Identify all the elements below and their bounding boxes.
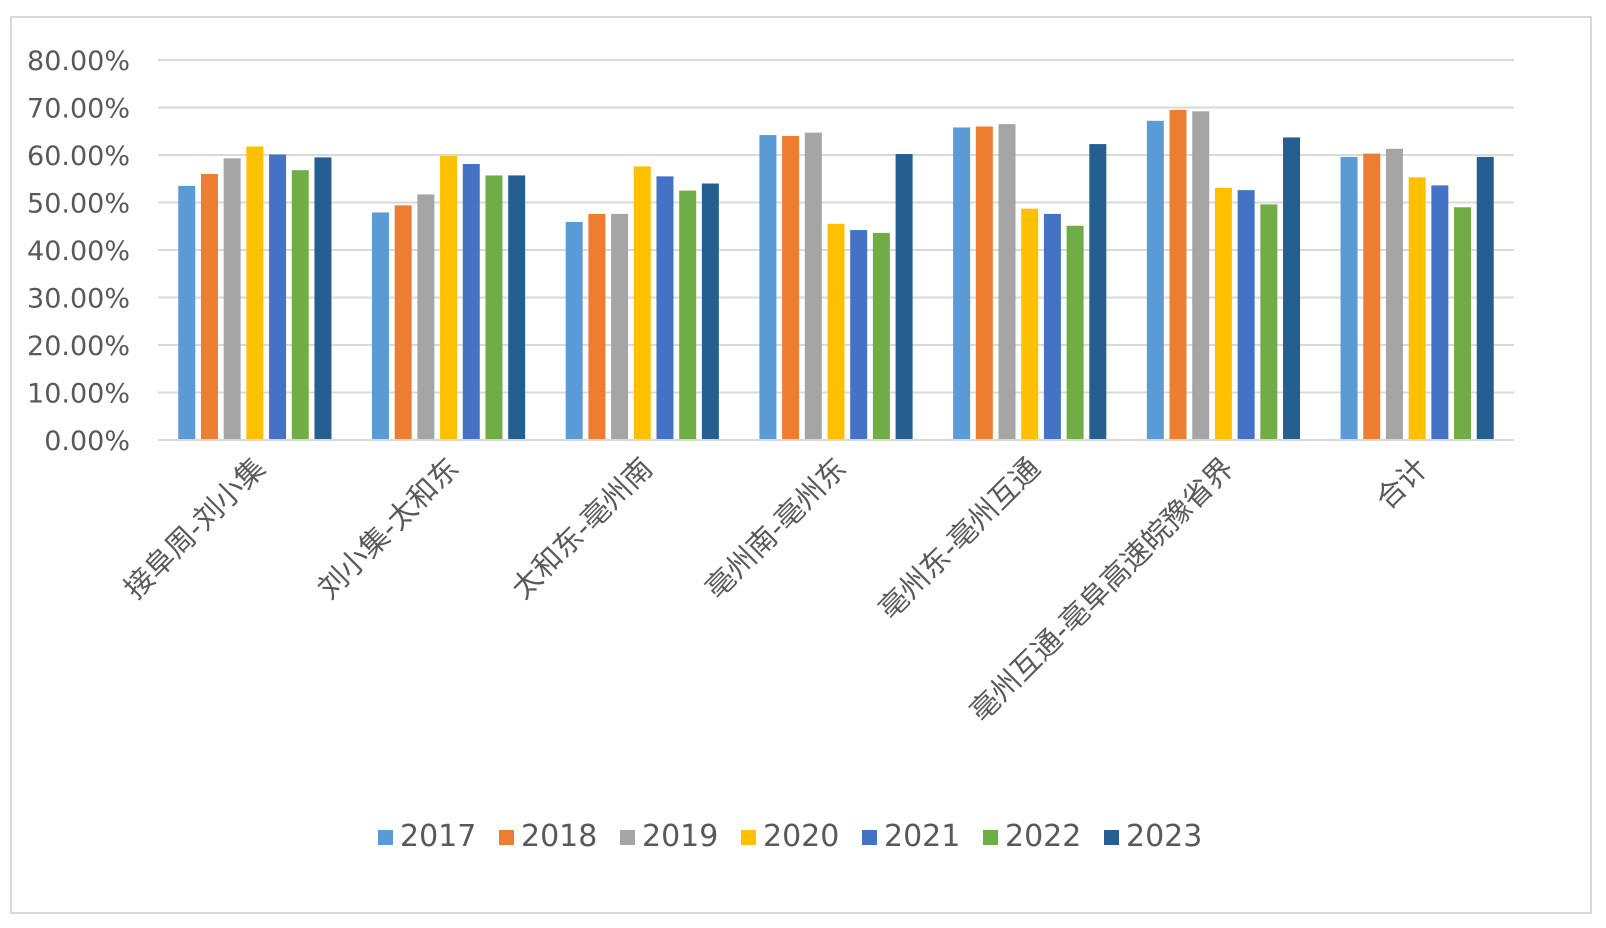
legend-swatch-2017 bbox=[378, 830, 393, 845]
legend-label-2022: 2022 bbox=[1005, 819, 1081, 854]
bar-2020-6 bbox=[1408, 177, 1426, 440]
bar-2021-2 bbox=[656, 176, 674, 440]
bar-2018-0 bbox=[200, 174, 218, 440]
y-tick-label: 50.00% bbox=[27, 189, 130, 220]
y-tick-label: 0.00% bbox=[44, 426, 130, 457]
bar-2022-1 bbox=[485, 175, 503, 441]
bar-2017-0 bbox=[178, 185, 196, 440]
bar-2018-3 bbox=[782, 136, 800, 440]
y-tick-label: 60.00% bbox=[27, 141, 130, 172]
legend-swatch-2021 bbox=[862, 830, 877, 845]
bar-2022-6 bbox=[1454, 207, 1472, 440]
bar-2022-0 bbox=[291, 170, 309, 440]
bar-2020-4 bbox=[1021, 208, 1039, 440]
y-tick-label: 40.00% bbox=[27, 236, 130, 267]
legend-label-2020: 2020 bbox=[763, 819, 839, 854]
legend-swatch-2023 bbox=[1104, 830, 1119, 845]
bar-2017-1 bbox=[371, 212, 389, 440]
legend-swatch-2020 bbox=[741, 830, 756, 845]
bar-2018-5 bbox=[1169, 109, 1187, 440]
bar-2023-0 bbox=[314, 157, 332, 440]
y-axis-tick-labels: 0.00% 10.00% 20.00% 30.00% 40.00% 50.00% 60.00… bbox=[27, 46, 130, 457]
bar-2023-5 bbox=[1283, 137, 1301, 441]
bar-2018-4 bbox=[975, 126, 993, 440]
bar-2019-3 bbox=[804, 132, 822, 441]
bar-2022-2 bbox=[679, 190, 697, 440]
y-tick-label: 30.00% bbox=[27, 284, 130, 315]
bar-2022-4 bbox=[1066, 225, 1084, 440]
bar-2019-6 bbox=[1385, 148, 1403, 440]
bar-2023-3 bbox=[895, 154, 913, 441]
bar-2021-1 bbox=[462, 164, 480, 440]
bar-2019-0 bbox=[223, 158, 241, 440]
bar-2023-6 bbox=[1476, 156, 1494, 440]
bar-2021-5 bbox=[1237, 190, 1255, 440]
bar-2018-6 bbox=[1363, 153, 1381, 440]
bar-2019-1 bbox=[417, 194, 435, 440]
bar-2017-2 bbox=[565, 221, 583, 440]
bars bbox=[178, 109, 1494, 441]
bar-2019-5 bbox=[1192, 111, 1210, 441]
bar-2022-5 bbox=[1260, 204, 1278, 440]
bar-2020-2 bbox=[633, 166, 651, 440]
x-category-label: 亳州东-亳州互通 bbox=[872, 451, 1047, 626]
bar-2023-1 bbox=[508, 175, 526, 441]
x-category-label: 接阜周-刘小集 bbox=[117, 451, 271, 605]
bar-2017-5 bbox=[1146, 120, 1164, 441]
x-category-label: 亳州南-亳州东 bbox=[698, 451, 852, 605]
bar-2017-6 bbox=[1340, 156, 1358, 440]
x-category-label: 合计 bbox=[1369, 451, 1434, 516]
bar-2019-2 bbox=[611, 213, 629, 440]
bar-2020-3 bbox=[827, 223, 845, 440]
bar-2017-3 bbox=[759, 135, 777, 441]
y-tick-label: 20.00% bbox=[27, 331, 130, 362]
y-tick-label: 70.00% bbox=[27, 94, 130, 125]
bar-2020-0 bbox=[246, 146, 264, 440]
bar-2021-6 bbox=[1431, 185, 1449, 440]
bar-2021-0 bbox=[269, 154, 287, 440]
bar-2019-4 bbox=[998, 124, 1016, 440]
bar-2020-1 bbox=[440, 155, 458, 440]
legend-label-2021: 2021 bbox=[884, 819, 960, 854]
bar-2018-1 bbox=[394, 205, 412, 440]
x-axis-category-labels: 接阜周-刘小集 刘小集-太和东 太和东-亳州南 亳州南-亳州东 亳州东-亳州互通亳州互通… bbox=[117, 451, 1434, 729]
bar-2022-3 bbox=[872, 232, 890, 440]
y-tick-label: 80.00% bbox=[27, 46, 130, 77]
legend-swatch-2019 bbox=[620, 830, 635, 845]
bar-2021-3 bbox=[850, 230, 868, 440]
legend-label-2023: 2023 bbox=[1126, 819, 1202, 854]
bar-2020-5 bbox=[1214, 187, 1232, 440]
bar-2023-4 bbox=[1089, 144, 1107, 440]
bar-2018-2 bbox=[588, 213, 606, 440]
legend-label-2019: 2019 bbox=[642, 819, 718, 854]
legend-swatch-2018 bbox=[499, 830, 514, 845]
y-tick-label: 10.00% bbox=[27, 379, 130, 410]
x-category-label: 太和东-亳州南 bbox=[505, 451, 659, 605]
bar-2021-4 bbox=[1043, 213, 1061, 440]
legend-label-2018: 2018 bbox=[521, 819, 597, 854]
x-category-label: 刘小集-太和东 bbox=[311, 451, 465, 605]
chart-frame: 0.00% 10.00% 20.00% 30.00% 40.00% 50.00% 60.00… bbox=[10, 16, 1592, 914]
legend-swatch-2022 bbox=[983, 830, 998, 845]
legend: 2017 2018 2019 2020 2021 2022 2023 bbox=[378, 819, 1202, 854]
legend-label-2017: 2017 bbox=[400, 819, 476, 854]
bar-chart: 0.00% 10.00% 20.00% 30.00% 40.00% 50.00% 60.00… bbox=[27, 46, 1514, 854]
bar-2023-2 bbox=[701, 183, 719, 440]
bar-2017-4 bbox=[953, 127, 971, 440]
